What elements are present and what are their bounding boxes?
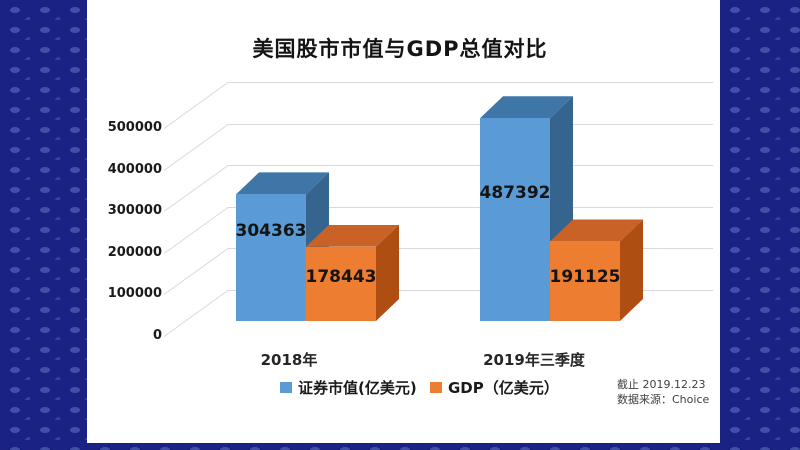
bar-side-GDP（亿美元）-2018年 [376, 225, 399, 321]
legend-label-gdp: GDP（亿美元） [448, 379, 559, 397]
bar-value-label-证券市值(亿美元)-2018年: 304363 [235, 221, 307, 242]
bar-value-label-GDP（亿美元）-2019年三季度: 191125 [549, 267, 621, 288]
gridline-300000 [228, 165, 713, 167]
y-axis-tick-400000: 400000 [107, 161, 162, 177]
y-axis-tick-0: 0 [152, 328, 162, 343]
source-note-date: 截止 2019.12.23 [617, 378, 706, 391]
gridline-400000 [228, 123, 713, 125]
chart-title: 美国股市市值与GDP总值对比 [252, 37, 548, 61]
legend-swatch-gdp [430, 382, 442, 393]
bar-top-GDP（亿美元）-2018年 [306, 225, 399, 247]
bar-top-GDP（亿美元）-2019年三季度 [550, 219, 643, 241]
y-axis-tick-500000: 500000 [107, 120, 162, 135]
source-note-provider: 数据来源：Choice [617, 393, 710, 406]
legend-label-market-cap: 证券市值(亿美元) [298, 379, 417, 397]
legend-swatch-market-cap [280, 382, 292, 393]
legend-item-market-cap: 证券市值(亿美元) [280, 377, 417, 398]
category-label-2019年三季度: 2019年三季度 [483, 351, 585, 369]
legend-item-gdp: GDP（亿美元） [430, 377, 559, 398]
y-axis-tick-300000: 300000 [107, 203, 162, 219]
bar-top-证券市值(亿美元)-2018年 [236, 172, 329, 194]
gridline-100000 [228, 248, 713, 250]
gridline-200000 [228, 206, 713, 208]
y-axis-tick-100000: 100000 [107, 286, 162, 302]
bar-value-label-证券市值(亿美元)-2019年三季度: 487392 [479, 183, 551, 204]
bar-front-GDP（亿美元）-2019年三季度 [550, 241, 620, 321]
bar-side-GDP（亿美元）-2019年三季度 [620, 219, 643, 321]
bar-top-证券市值(亿美元)-2019年三季度 [480, 96, 573, 118]
source-note: 截止 2019.12.23 数据来源：Choice [617, 377, 717, 407]
bar-front-GDP（亿美元）-2018年 [306, 246, 376, 321]
bar-front-证券市值(亿美元)-2018年 [236, 194, 306, 321]
y-axis-tick-200000: 200000 [107, 244, 162, 260]
bar-front-证券市值(亿美元)-2019年三季度 [480, 118, 550, 321]
gridline-500000 [228, 82, 713, 83]
category-label-2018年: 2018年 [260, 351, 318, 369]
bar-value-label-GDP（亿美元）-2018年: 178443 [305, 266, 377, 287]
gridline-0 [228, 290, 713, 291]
